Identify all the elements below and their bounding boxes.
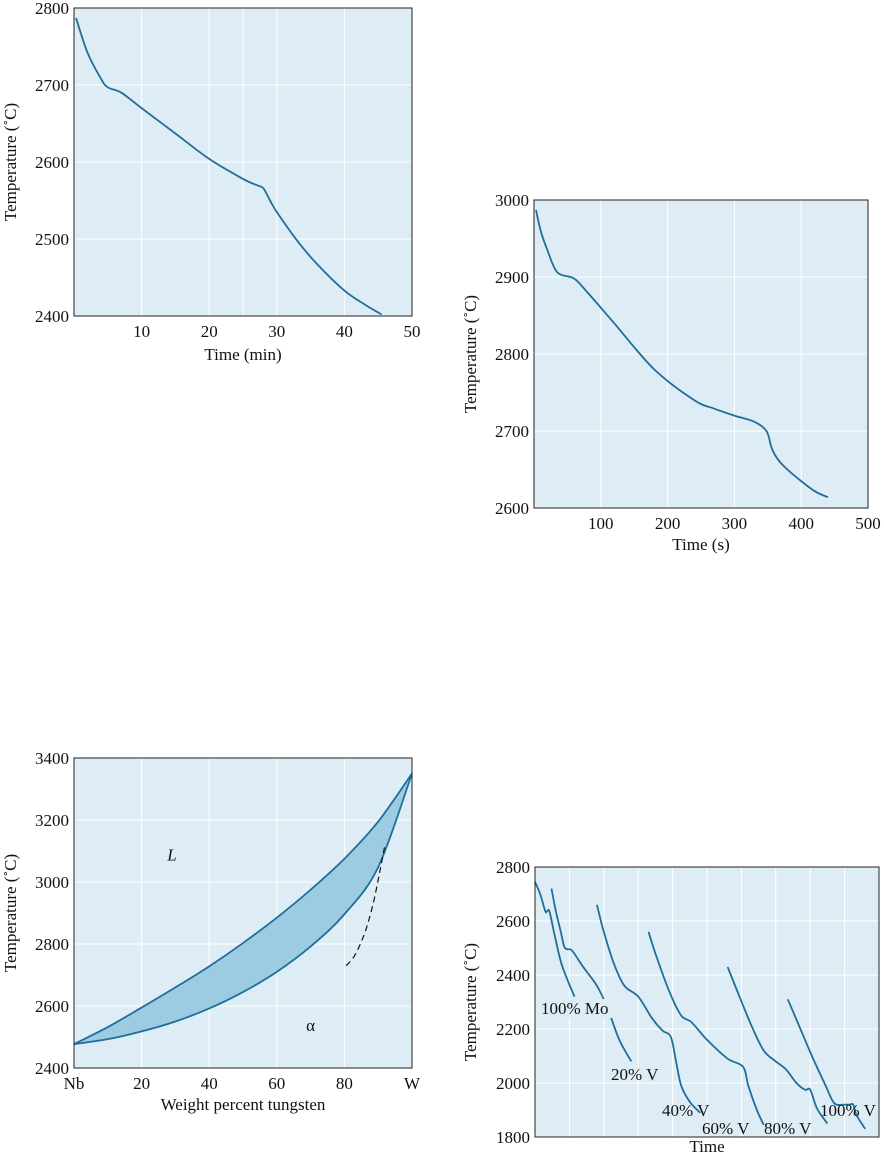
plot-frame xyxy=(533,199,869,509)
two-phase-region xyxy=(74,773,412,1045)
chart-1: 2400 2500 2600 2700 2800 10 20 30 40 50 Time (min)… xyxy=(1,0,421,364)
series-line xyxy=(534,881,576,997)
y-tick-label: 2700 xyxy=(495,422,529,441)
x-tick-label: W xyxy=(404,1074,421,1093)
plot-frame xyxy=(534,866,880,1138)
y-axis-label: Temperature (˚C) xyxy=(1,854,20,972)
x-tick-label: 300 xyxy=(722,514,748,533)
x-tick-label: 100 xyxy=(588,514,614,533)
x-tick-label: 40 xyxy=(336,322,353,341)
y-tick-label: 2600 xyxy=(496,912,530,931)
x-axis-label: Weight percent tungsten xyxy=(161,1095,326,1114)
x-tick-label: 80 xyxy=(336,1074,353,1093)
region-label-alpha: α xyxy=(306,1016,315,1035)
x-tick-label: Nb xyxy=(64,1074,85,1093)
chart-4: 1800 2000 2200 2400 2600 2800 Time Temperature … xyxy=(461,858,880,1156)
solidus-line xyxy=(73,773,413,1046)
x-tick-label: 500 xyxy=(855,514,881,533)
y-tick-label: 2400 xyxy=(496,966,530,985)
liquidus-line xyxy=(73,772,413,1045)
y-tick-label: 2800 xyxy=(35,0,69,18)
y-tick-label: 1800 xyxy=(496,1128,530,1147)
y-tick-label: 3200 xyxy=(35,811,69,830)
x-tick-label: 20 xyxy=(201,322,218,341)
series-label-bg xyxy=(539,999,637,1018)
y-tick-label: 2800 xyxy=(495,345,529,364)
x-axis-label: Time (min) xyxy=(204,345,281,364)
y-tick-label: 2400 xyxy=(35,1059,69,1078)
y-tick-label: 3000 xyxy=(495,191,529,210)
x-tick-label: 10 xyxy=(133,322,150,341)
x-tick-label: 50 xyxy=(404,322,421,341)
series-label: 60% V xyxy=(702,1119,750,1138)
y-tick-label: 2800 xyxy=(496,858,530,877)
series-label: 20% V xyxy=(611,1065,659,1084)
series-label: 100% Mo xyxy=(541,999,609,1018)
y-tick-label: 2600 xyxy=(35,997,69,1016)
dashed-line xyxy=(345,844,386,967)
x-axis-label: Time xyxy=(689,1137,724,1156)
y-tick-label: 2400 xyxy=(35,307,69,326)
y-axis-label: Temperature (˚C) xyxy=(461,943,480,1061)
series-line xyxy=(787,998,866,1130)
x-tick-label: 60 xyxy=(268,1074,285,1093)
x-tick-label: 20 xyxy=(133,1074,150,1093)
series-label: 100% V xyxy=(820,1101,877,1120)
series-line xyxy=(647,931,765,1126)
series-line xyxy=(535,209,829,499)
series-line xyxy=(596,904,701,1114)
x-tick-label: 40 xyxy=(201,1074,218,1093)
y-tick-label: 3000 xyxy=(35,873,69,892)
series-line xyxy=(726,966,829,1125)
y-tick-label: 2000 xyxy=(496,1074,530,1093)
y-tick-label: 2800 xyxy=(35,935,69,954)
series-label: 80% V xyxy=(764,1119,812,1138)
y-tick-label: 2900 xyxy=(495,268,529,287)
x-axis-label: Time (s) xyxy=(672,535,729,554)
y-tick-label: 3400 xyxy=(35,749,69,768)
x-tick-label: 200 xyxy=(655,514,681,533)
y-tick-label: 2700 xyxy=(35,76,69,95)
x-tick-label: 30 xyxy=(268,322,285,341)
series-label: 40% V xyxy=(662,1101,710,1120)
y-tick-label: 2600 xyxy=(35,153,69,172)
chart-3-phase-diagram: Lα 2400 2600 2800 3000 3200 3400 Nb 20 40 60 80 W Wei… xyxy=(1,749,421,1114)
plot-frame xyxy=(73,757,413,1069)
chart-2: 2600 2700 2800 2900 3000 100 200 300 400 500 Time … xyxy=(461,191,881,554)
plot-frame xyxy=(73,7,413,317)
y-axis-label: Temperature (˚C) xyxy=(461,295,480,413)
series-line xyxy=(75,17,383,316)
region-label-liquid: L xyxy=(166,845,176,864)
y-axis-label: Temperature (˚C) xyxy=(1,103,20,221)
y-tick-label: 2600 xyxy=(495,499,529,518)
y-tick-label: 2500 xyxy=(35,230,69,249)
y-tick-label: 2200 xyxy=(496,1020,530,1039)
x-tick-label: 400 xyxy=(788,514,814,533)
